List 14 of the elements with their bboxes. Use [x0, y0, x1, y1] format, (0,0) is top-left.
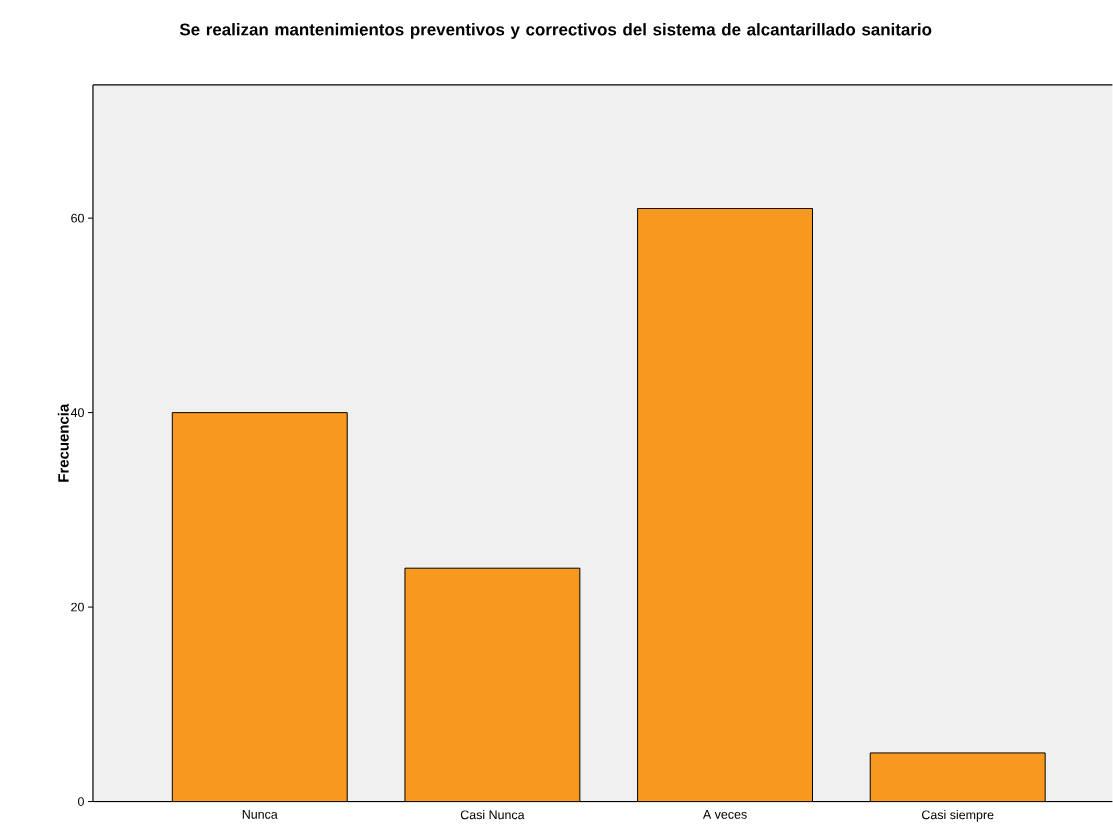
x-tick-label: Casi Nunca [460, 810, 525, 820]
y-tick-label: 0 [78, 797, 84, 807]
bar [172, 412, 348, 802]
bar [404, 568, 580, 802]
y-tick-label: 40 [70, 408, 84, 418]
bar [637, 208, 813, 802]
y-axis-title: Frecuencia [57, 403, 69, 482]
bar [869, 752, 1046, 802]
x-tick-label: Nunca [242, 810, 278, 819]
x-tick-label: Casi siempre [922, 810, 994, 822]
chart-title: Se realizan mantenimientos preventivos y correctivos del sistema de alcantarillado sanitario [179, 23, 932, 40]
y-tick-label: 60 [71, 213, 84, 223]
x-tick-label: A veces [702, 810, 747, 819]
y-tick-label: 20 [71, 602, 84, 612]
